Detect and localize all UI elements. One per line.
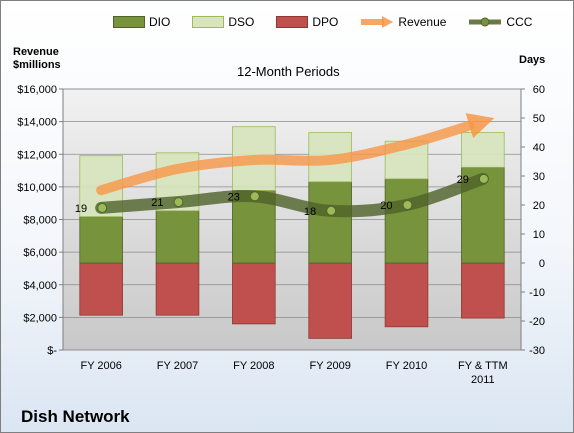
legend-label-revenue: Revenue bbox=[398, 15, 447, 29]
bar-dio bbox=[155, 210, 200, 264]
left-tick-label: $8,000 bbox=[23, 215, 57, 227]
ccc-data-label: 29 bbox=[457, 174, 469, 186]
legend-item-ccc: CCC bbox=[468, 15, 532, 29]
legend-swatch-dio bbox=[113, 16, 145, 28]
company-name: Dish Network bbox=[21, 407, 130, 426]
ccc-point bbox=[173, 197, 184, 208]
left-axis-title: Revenue $millions bbox=[13, 46, 61, 72]
x-tick-label: FY & TTM bbox=[458, 360, 508, 372]
bar-dpo bbox=[232, 262, 276, 325]
bar-dio bbox=[79, 216, 123, 264]
bar-dpo bbox=[461, 262, 505, 319]
right-tick-label: 0 bbox=[539, 258, 545, 270]
right-tick-label: 10 bbox=[533, 229, 545, 241]
right-tick-label: 20 bbox=[533, 200, 545, 212]
legend-swatch-dso bbox=[192, 16, 225, 28]
legend-label-dio: DIO bbox=[149, 15, 171, 29]
ccc-data-label: 19 bbox=[75, 203, 87, 215]
right-tick-label: 50 bbox=[533, 113, 545, 125]
revenue-arrowhead bbox=[465, 113, 495, 139]
legend-swatch-revenue bbox=[361, 16, 394, 28]
left-tick-label: $10,000 bbox=[17, 182, 57, 194]
bar-dio bbox=[308, 181, 352, 264]
x-tick-label: FY 2010 bbox=[386, 360, 427, 372]
bar-dpo bbox=[384, 262, 429, 328]
bar-dpo bbox=[308, 262, 352, 339]
x-tick-label: FY 2006 bbox=[80, 360, 121, 372]
right-tick-label: 30 bbox=[533, 171, 545, 183]
legend: DIO DSO DPO Revenue CCC bbox=[113, 15, 532, 29]
right-tick-label: -20 bbox=[529, 316, 545, 328]
chart-title: 12-Month Periods bbox=[237, 64, 340, 79]
legend-swatch-dpo bbox=[276, 16, 309, 28]
legend-label-ccc: CCC bbox=[506, 15, 533, 29]
left-tick-label: $16,000 bbox=[17, 84, 57, 96]
left-axis-title-line-2: $millions bbox=[13, 59, 61, 71]
right-tick-label: -10 bbox=[529, 287, 545, 299]
bar-dpo bbox=[79, 262, 123, 316]
legend-label-dpo: DPO bbox=[312, 15, 339, 29]
left-tick-label: $14,000 bbox=[17, 117, 57, 129]
legend-label-dso: DSO bbox=[228, 15, 255, 29]
ccc-data-label: 18 bbox=[304, 206, 316, 218]
x-tick-label: FY 2009 bbox=[309, 360, 350, 372]
legend-item-dio: DIO bbox=[113, 15, 170, 29]
ccc-point bbox=[402, 200, 413, 210]
left-tick-label: $2,000 bbox=[23, 312, 57, 324]
line-revenue bbox=[96, 120, 475, 196]
x-tick-label: FY 2008 bbox=[233, 360, 274, 372]
legend-item-dso: DSO bbox=[192, 15, 254, 29]
x-tick-label: 2011 bbox=[471, 374, 495, 386]
left-axis-title-line-1: Revenue bbox=[13, 46, 59, 58]
left-tick-label: $12,000 bbox=[17, 149, 57, 161]
left-tick-label: $- bbox=[47, 345, 57, 357]
left-tick-label: $4,000 bbox=[23, 280, 57, 292]
x-tick-label: FY 2007 bbox=[157, 360, 198, 372]
right-tick-label: 60 bbox=[533, 84, 545, 96]
ccc-point bbox=[478, 173, 489, 184]
left-tick-label: $6,000 bbox=[23, 247, 57, 259]
ccc-data-label: 21 bbox=[151, 197, 163, 209]
bar-dso bbox=[461, 132, 505, 168]
line-ccc bbox=[95, 172, 489, 218]
right-tick-label: -30 bbox=[529, 345, 545, 357]
bar-dio bbox=[384, 178, 429, 264]
ccc-data-label: 20 bbox=[380, 200, 392, 212]
bar-dpo bbox=[155, 262, 200, 316]
ccc-point bbox=[326, 205, 337, 216]
legend-swatch-ccc bbox=[469, 17, 502, 27]
right-tick-label: 40 bbox=[533, 142, 545, 154]
legend-item-revenue: Revenue bbox=[360, 15, 446, 29]
ccc-data-label: 23 bbox=[228, 191, 240, 203]
ccc-point bbox=[97, 202, 108, 213]
ccc-point bbox=[249, 191, 260, 202]
right-axis-title: Days bbox=[519, 54, 546, 66]
legend-item-dpo: DPO bbox=[276, 15, 338, 29]
